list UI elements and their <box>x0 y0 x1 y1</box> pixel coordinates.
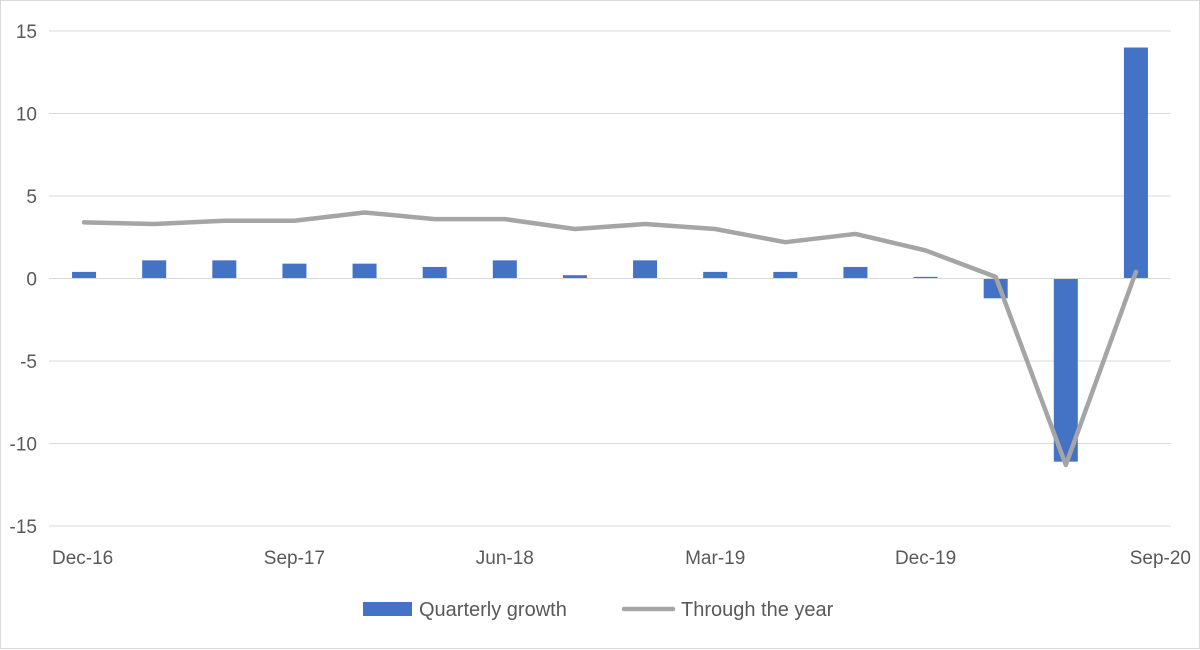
y-tick-label: 10 <box>16 105 37 126</box>
bar-quarterly-growth <box>142 260 167 279</box>
bar-quarterly-growth <box>72 271 97 279</box>
y-tick-label: -10 <box>10 435 37 456</box>
y-tick-label: -15 <box>10 517 37 538</box>
y-tick-label: 5 <box>26 187 37 208</box>
y-tick-label: -5 <box>20 352 37 373</box>
x-tick-label: Dec-19 <box>895 548 956 569</box>
legend-label-quarterly-growth: Quarterly growth <box>419 599 567 621</box>
bar-quarterly-growth <box>492 260 517 279</box>
bar-quarterly-growth <box>773 271 798 279</box>
x-tick-label: Mar-19 <box>685 548 745 569</box>
through-the-year-line <box>81 210 1139 468</box>
gridlines <box>49 30 1171 527</box>
bar-quarterly-growth <box>703 271 728 279</box>
bar-quarterly-growth <box>633 260 658 279</box>
x-tick-label: Sep-20 <box>1130 548 1191 569</box>
y-axis-tick-labels: 15 10 5 0 -5 -10 -15 <box>10 22 37 538</box>
bar-quarterly-growth <box>422 266 447 279</box>
x-tick-label: Dec-16 <box>52 548 113 569</box>
line-through-the-year <box>81 210 1139 468</box>
legend-label-through-the-year: Through the year <box>681 599 834 621</box>
x-tick-label: Sep-17 <box>264 548 325 569</box>
bar-quarterly-growth <box>352 263 377 279</box>
bar-quarterly-growth <box>282 263 307 279</box>
legend: Quarterly growth Through the year <box>363 599 834 621</box>
bar-quarterly-growth <box>1053 278 1078 462</box>
x-tick-label: Jun-18 <box>476 548 534 569</box>
bar-quarterly-growth <box>1123 47 1148 279</box>
legend-swatch-quarterly-growth <box>363 602 412 616</box>
quarterly-growth-bars <box>72 47 1148 462</box>
y-tick-label: 15 <box>16 22 37 43</box>
bar-quarterly-growth <box>913 276 938 279</box>
x-axis-tick-labels: Dec-16 Sep-17 Jun-18 Mar-19 Dec-19 Sep-20 <box>52 548 1191 569</box>
bar-quarterly-growth <box>843 266 868 279</box>
y-tick-label: 0 <box>26 270 37 291</box>
bar-quarterly-growth <box>562 275 587 279</box>
bar-quarterly-growth <box>212 260 237 279</box>
